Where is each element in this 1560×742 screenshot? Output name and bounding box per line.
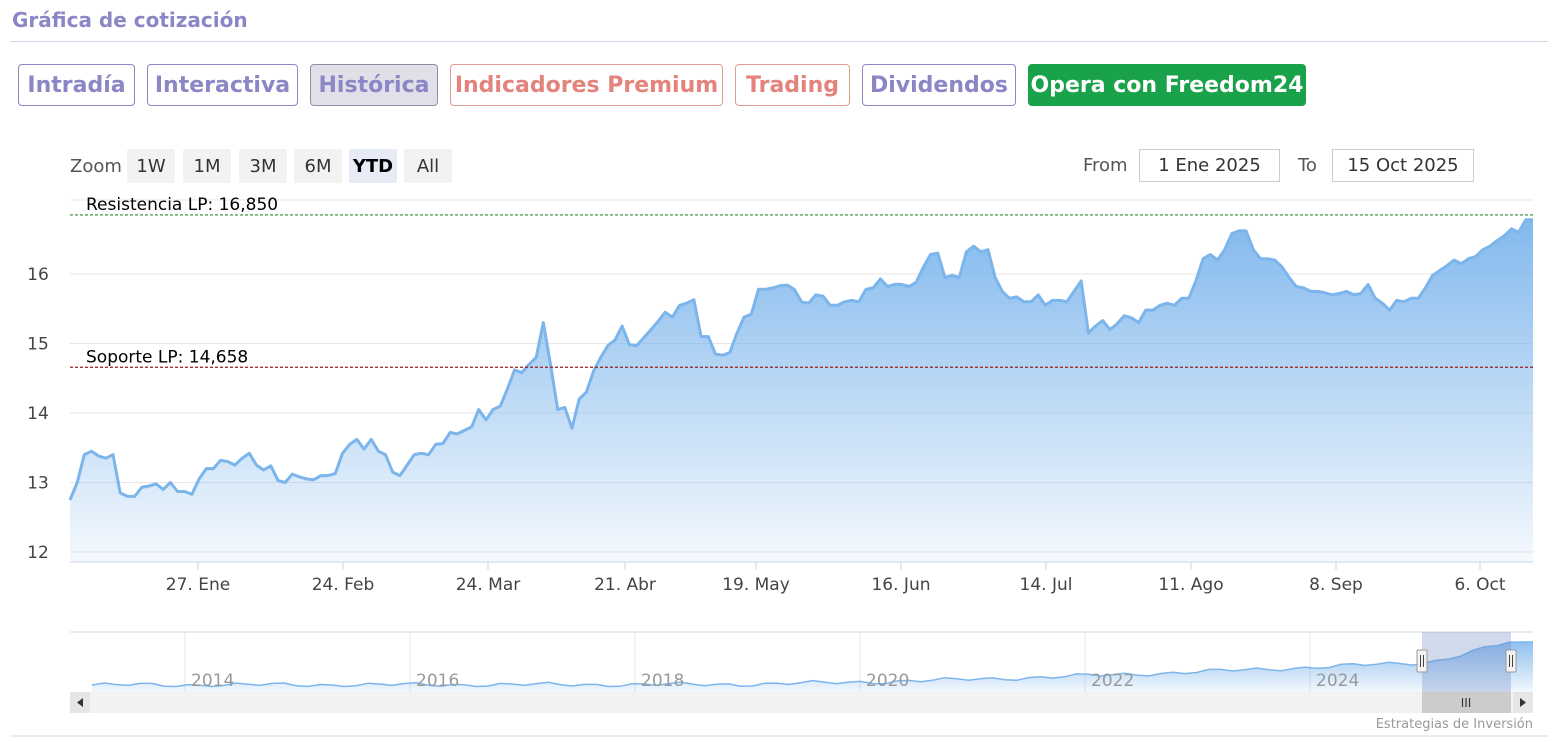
x-tick-label: 11. Ago xyxy=(1158,575,1223,595)
resistance-label: Resistencia LP: 16,850 xyxy=(86,195,278,215)
zoom-ytd-button[interactable]: YTD xyxy=(349,149,397,183)
navigator-year-label: 2016 xyxy=(416,671,459,691)
x-tick-label: 14. Jul xyxy=(1020,575,1073,595)
y-tick-label: 16 xyxy=(27,265,49,285)
x-tick-label: 27. Ene xyxy=(166,575,230,595)
price-line xyxy=(68,218,1533,501)
page-title: Gráfica de cotización xyxy=(12,8,248,32)
y-tick-label: 13 xyxy=(27,474,49,494)
tab-indicadores-premium[interactable]: Indicadores Premium xyxy=(450,64,723,106)
chart-credits: Estrategias de Inversión xyxy=(1376,717,1533,732)
navigator-year-label: 2020 xyxy=(866,671,909,691)
from-label: From xyxy=(1083,155,1128,176)
scrollbar-grip: III xyxy=(1461,696,1472,710)
arrow-right-icon xyxy=(1520,698,1526,707)
scrollbar-thumb[interactable] xyxy=(1422,692,1511,713)
x-tick-label: 8. Sep xyxy=(1309,575,1363,595)
arrow-left-icon xyxy=(77,698,83,707)
scrollbar-track[interactable] xyxy=(70,692,1533,713)
navigator-handle-left[interactable] xyxy=(1416,649,1428,673)
x-tick-label: 24. Feb xyxy=(312,575,375,595)
tab-interactiva[interactable]: Interactiva xyxy=(147,64,298,106)
tab-intradia[interactable]: Intradía xyxy=(18,64,135,106)
y-tick-label: 15 xyxy=(27,335,49,355)
zoom-6m-button[interactable]: 6M xyxy=(294,149,342,183)
zoom-3m-button[interactable]: 3M xyxy=(239,149,287,183)
navigator-year-label: 2022 xyxy=(1091,671,1134,691)
zoom-label: Zoom xyxy=(70,156,122,177)
x-tick-label: 19. May xyxy=(722,575,790,595)
navigator-handle-right[interactable] xyxy=(1505,649,1517,673)
tab-dividendos[interactable]: Dividendos xyxy=(862,64,1016,106)
x-tick-label: 21. Abr xyxy=(594,575,656,595)
x-tick-label: 6. Oct xyxy=(1454,575,1505,595)
tab-opera-freedom24[interactable]: Opera con Freedom24 xyxy=(1028,64,1306,106)
navigator-year-label: 2018 xyxy=(641,671,684,691)
price-area-fill xyxy=(70,219,1533,563)
from-date-input[interactable]: 1 Ene 2025 xyxy=(1139,149,1280,182)
zoom-1m-button[interactable]: 1M xyxy=(183,149,231,183)
to-label: To xyxy=(1298,155,1317,176)
support-label: Soporte LP: 14,658 xyxy=(86,347,248,367)
to-date-input[interactable]: 15 Oct 2025 xyxy=(1332,149,1474,182)
zoom-1w-button[interactable]: 1W xyxy=(127,149,175,183)
x-tick-label: 24. Mar xyxy=(456,575,521,595)
navigator-area xyxy=(92,642,1533,692)
y-tick-label: 14 xyxy=(27,404,49,424)
tab-trading[interactable]: Trading xyxy=(735,64,850,106)
zoom-all-button[interactable]: All xyxy=(404,149,452,183)
navigator-line xyxy=(91,641,1533,688)
x-tick-label: 16. Jun xyxy=(871,575,930,595)
title-divider xyxy=(10,41,1548,42)
tab-historica[interactable]: Histórica xyxy=(310,64,438,106)
y-tick-label: 12 xyxy=(27,543,49,563)
navigator-year-label: 2014 xyxy=(191,671,234,691)
navigator-year-label: 2024 xyxy=(1316,671,1359,691)
